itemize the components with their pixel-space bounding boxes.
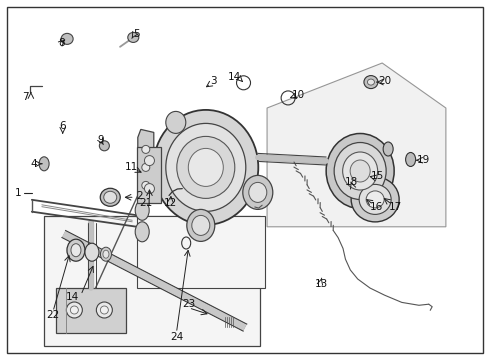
Ellipse shape xyxy=(103,250,109,258)
Circle shape xyxy=(97,302,112,318)
Text: 17: 17 xyxy=(389,202,403,212)
Ellipse shape xyxy=(153,110,258,225)
Ellipse shape xyxy=(135,222,149,242)
Text: 14: 14 xyxy=(66,292,79,302)
Ellipse shape xyxy=(85,243,99,261)
Ellipse shape xyxy=(351,177,399,222)
Text: 15: 15 xyxy=(370,171,384,181)
Text: 4: 4 xyxy=(30,159,37,169)
Text: 20: 20 xyxy=(378,76,391,86)
Text: 5: 5 xyxy=(133,29,140,39)
Ellipse shape xyxy=(368,79,374,85)
Ellipse shape xyxy=(166,111,186,134)
Text: 18: 18 xyxy=(345,177,359,187)
Ellipse shape xyxy=(39,157,49,171)
Ellipse shape xyxy=(135,200,149,220)
Ellipse shape xyxy=(187,210,215,242)
Ellipse shape xyxy=(177,136,235,198)
Polygon shape xyxy=(267,63,446,227)
Text: 7: 7 xyxy=(22,92,29,102)
Text: 9: 9 xyxy=(97,135,104,145)
Circle shape xyxy=(142,181,150,189)
Ellipse shape xyxy=(192,215,210,235)
Ellipse shape xyxy=(334,143,386,199)
FancyBboxPatch shape xyxy=(56,288,126,333)
Ellipse shape xyxy=(166,123,246,211)
Text: 14: 14 xyxy=(227,72,241,82)
Circle shape xyxy=(145,184,154,194)
Ellipse shape xyxy=(406,153,416,166)
Text: 10: 10 xyxy=(292,90,304,100)
Text: 8: 8 xyxy=(58,38,65,48)
Ellipse shape xyxy=(71,244,81,257)
Circle shape xyxy=(142,145,150,153)
Text: 22: 22 xyxy=(46,310,60,320)
Ellipse shape xyxy=(100,188,120,206)
Text: 23: 23 xyxy=(182,299,196,309)
Text: 12: 12 xyxy=(164,198,177,208)
Ellipse shape xyxy=(359,184,391,215)
Text: 16: 16 xyxy=(369,202,383,212)
Text: 13: 13 xyxy=(314,279,328,289)
Text: 6: 6 xyxy=(59,121,66,131)
Ellipse shape xyxy=(326,134,394,208)
Ellipse shape xyxy=(383,142,393,156)
Text: 2: 2 xyxy=(136,191,143,201)
Ellipse shape xyxy=(364,76,378,89)
Text: 3: 3 xyxy=(210,76,217,86)
Polygon shape xyxy=(138,129,154,203)
Ellipse shape xyxy=(343,152,378,190)
Ellipse shape xyxy=(249,183,267,202)
Ellipse shape xyxy=(350,160,370,182)
Ellipse shape xyxy=(128,32,139,42)
Circle shape xyxy=(99,141,109,151)
Text: 19: 19 xyxy=(417,155,431,165)
Ellipse shape xyxy=(366,191,384,208)
FancyBboxPatch shape xyxy=(138,147,161,203)
Ellipse shape xyxy=(104,191,117,203)
Ellipse shape xyxy=(67,239,85,261)
Text: 21: 21 xyxy=(139,198,153,208)
FancyBboxPatch shape xyxy=(137,216,265,288)
Circle shape xyxy=(66,302,82,318)
Circle shape xyxy=(145,156,154,166)
Ellipse shape xyxy=(188,148,223,186)
FancyBboxPatch shape xyxy=(44,216,260,346)
Text: 1: 1 xyxy=(15,188,22,198)
Text: 24: 24 xyxy=(170,332,183,342)
Ellipse shape xyxy=(100,247,111,261)
Circle shape xyxy=(71,306,78,314)
Ellipse shape xyxy=(243,175,273,210)
Circle shape xyxy=(100,306,108,314)
Ellipse shape xyxy=(61,33,73,44)
Text: 11: 11 xyxy=(124,162,138,172)
Circle shape xyxy=(142,163,150,171)
